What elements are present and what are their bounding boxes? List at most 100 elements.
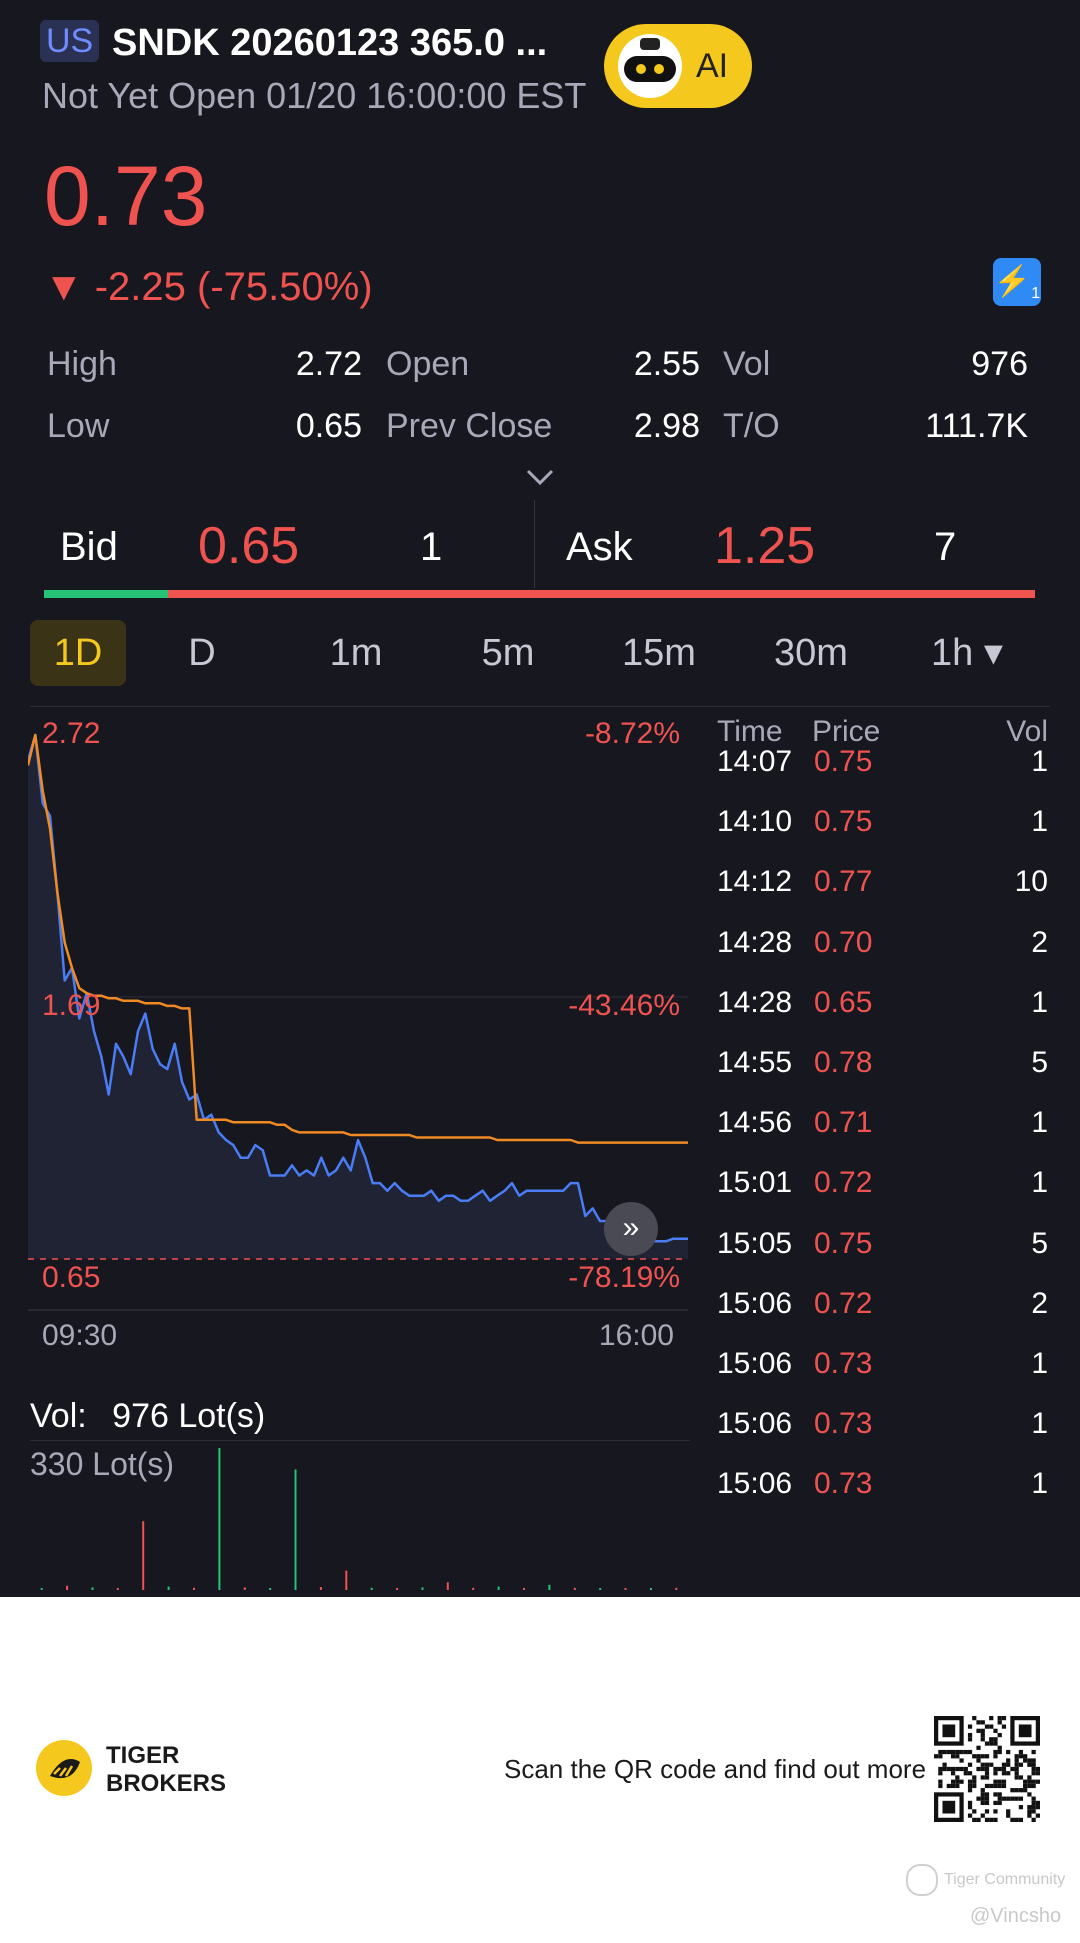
tick-row: 15:06 0.73 1 [0, 1346, 1080, 1406]
tick-price: 0.75 [814, 1226, 873, 1260]
scan-qr-text: Scan the QR code and find out more [504, 1754, 927, 1784]
volume-bar [370, 1587, 373, 1590]
tick-price: 0.73 [814, 1467, 873, 1501]
volume-bar [396, 1588, 399, 1590]
volume-bar [472, 1587, 475, 1590]
tick-price: 0.77 [814, 865, 873, 899]
tick-time: 15:01 [717, 1166, 793, 1200]
ask-size: 7 [934, 525, 957, 569]
flash-alert-icon[interactable]: ⚡1 [993, 258, 1041, 306]
x-label-close: 16:00 [598, 1319, 674, 1352]
bid-size: 1 [420, 525, 443, 569]
stat-turnover-label: T/O [723, 407, 780, 445]
volume-bar [497, 1586, 500, 1590]
x-label-open: 09:30 [42, 1319, 118, 1352]
price-change-value: -2.25 (-75.50%) [94, 265, 373, 309]
ai-assistant-button[interactable]: AI [604, 24, 752, 108]
tick-time: 15:06 [717, 1286, 793, 1320]
bid-strength-bar [44, 590, 168, 598]
tab-5m[interactable]: 5m [481, 632, 535, 674]
volume-bar [91, 1587, 94, 1590]
chevron-down-icon[interactable] [520, 462, 560, 492]
fast-forward-icon[interactable]: » [604, 1202, 658, 1256]
tick-price: 0.73 [814, 1407, 873, 1441]
tick-vol: 1 [1031, 745, 1048, 778]
market-badge: US [40, 20, 100, 62]
volume-bar [446, 1582, 449, 1590]
y-label-high: 2.72 [42, 717, 101, 750]
tick-row: 15:06 0.73 1 [0, 1466, 1080, 1526]
volume-bar [193, 1587, 195, 1590]
volume-summary: Vol: 976 Lot(s) [30, 1394, 265, 1438]
last-price: 0.73 [44, 149, 208, 243]
qr-code-icon [934, 1716, 1040, 1822]
pct-label-mid: -43.46% [568, 989, 680, 1022]
tick-price: 0.78 [814, 1046, 873, 1079]
app-background [0, 0, 1080, 1597]
volume-bar [142, 1521, 145, 1590]
volume-bar [523, 1588, 525, 1590]
tick-vol: 1 [1031, 1467, 1048, 1501]
volume-bar [624, 1588, 627, 1590]
tab-1h[interactable]: 1h ▾ [931, 632, 1003, 674]
community-logo-icon [906, 1864, 938, 1896]
tick-vol: 1 [1031, 1347, 1048, 1380]
price-change: ▼ -2.25 (-75.50%) [44, 262, 373, 312]
volume-bar [548, 1584, 551, 1590]
volume-total: 976 Lot(s) [112, 1397, 266, 1435]
tick-row: 15:01 0.72 1 [0, 1165, 1080, 1225]
volume-bar [66, 1585, 69, 1590]
tab-30m[interactable]: 30m [774, 632, 848, 674]
stat-prev-close-value: 2.98 [633, 407, 700, 445]
volume-divider [30, 1440, 690, 1441]
tick-time: 14:56 [717, 1106, 793, 1140]
tab-1m[interactable]: 1m [329, 632, 383, 674]
y-label-low: 0.65 [42, 1261, 101, 1294]
stat-high-label: High [47, 345, 117, 383]
tick-row: 14:12 0.77 10 [0, 864, 1080, 924]
tick-time: 15:06 [717, 1347, 793, 1380]
tabs-divider [30, 706, 1050, 707]
stat-vol-value: 976 [971, 345, 1028, 383]
tick-time: 14:28 [717, 925, 793, 959]
intraday-price-chart[interactable] [28, 715, 688, 1315]
tab-d[interactable]: D [188, 632, 216, 674]
community-name: Tiger Community [944, 1871, 1066, 1889]
volume-chart [40, 1448, 678, 1590]
tick-vol: 2 [1031, 925, 1048, 959]
tick-vol: 2 [1031, 1286, 1048, 1320]
tick-time: 14:28 [717, 985, 793, 1019]
volume-bar [218, 1448, 221, 1590]
stat-open-value: 2.55 [633, 345, 700, 383]
brand-name: TIGER BROKERS [106, 1742, 226, 1798]
tick-price: 0.71 [814, 1106, 873, 1140]
tick-vol: 1 [1031, 1166, 1048, 1200]
tab-1d[interactable]: 1D [30, 620, 126, 686]
tick-row: 14:10 0.75 1 [0, 804, 1080, 864]
tick-price: 0.65 [814, 985, 873, 1019]
tick-price: 0.75 [814, 745, 873, 778]
tick-row: 14:56 0.71 1 [0, 1105, 1080, 1165]
tick-price: 0.72 [814, 1166, 873, 1200]
tick-row: 14:28 0.65 1 [0, 985, 1080, 1045]
tiger-brokers-logo-icon [36, 1740, 92, 1796]
bid-ask-divider [534, 500, 535, 588]
contract-title[interactable]: SNDK 20260123 365.0 ... [112, 22, 548, 64]
tick-time: 15:06 [717, 1467, 793, 1501]
bid-price: 0.65 [198, 517, 300, 575]
volume-bar [599, 1588, 602, 1590]
tick-vol: 5 [1031, 1226, 1048, 1260]
stat-open-label: Open [386, 345, 470, 383]
price-area-fill [28, 735, 688, 1259]
ticks-header-vol: Vol [1006, 715, 1048, 748]
tab-15m[interactable]: 15m [622, 632, 696, 674]
tick-vol: 5 [1031, 1046, 1048, 1079]
tick-price: 0.75 [814, 805, 873, 839]
y-label-mid: 1.69 [42, 989, 101, 1022]
tick-row: 15:06 0.72 2 [0, 1286, 1080, 1346]
stat-high-value: 2.72 [295, 345, 362, 383]
flash-badge-count: 1 [1031, 285, 1041, 302]
tick-row: 14:07 0.75 1 [0, 744, 1080, 804]
volume-bar [345, 1570, 348, 1590]
user-handle-watermark: @Vincsho [970, 1905, 1062, 1927]
